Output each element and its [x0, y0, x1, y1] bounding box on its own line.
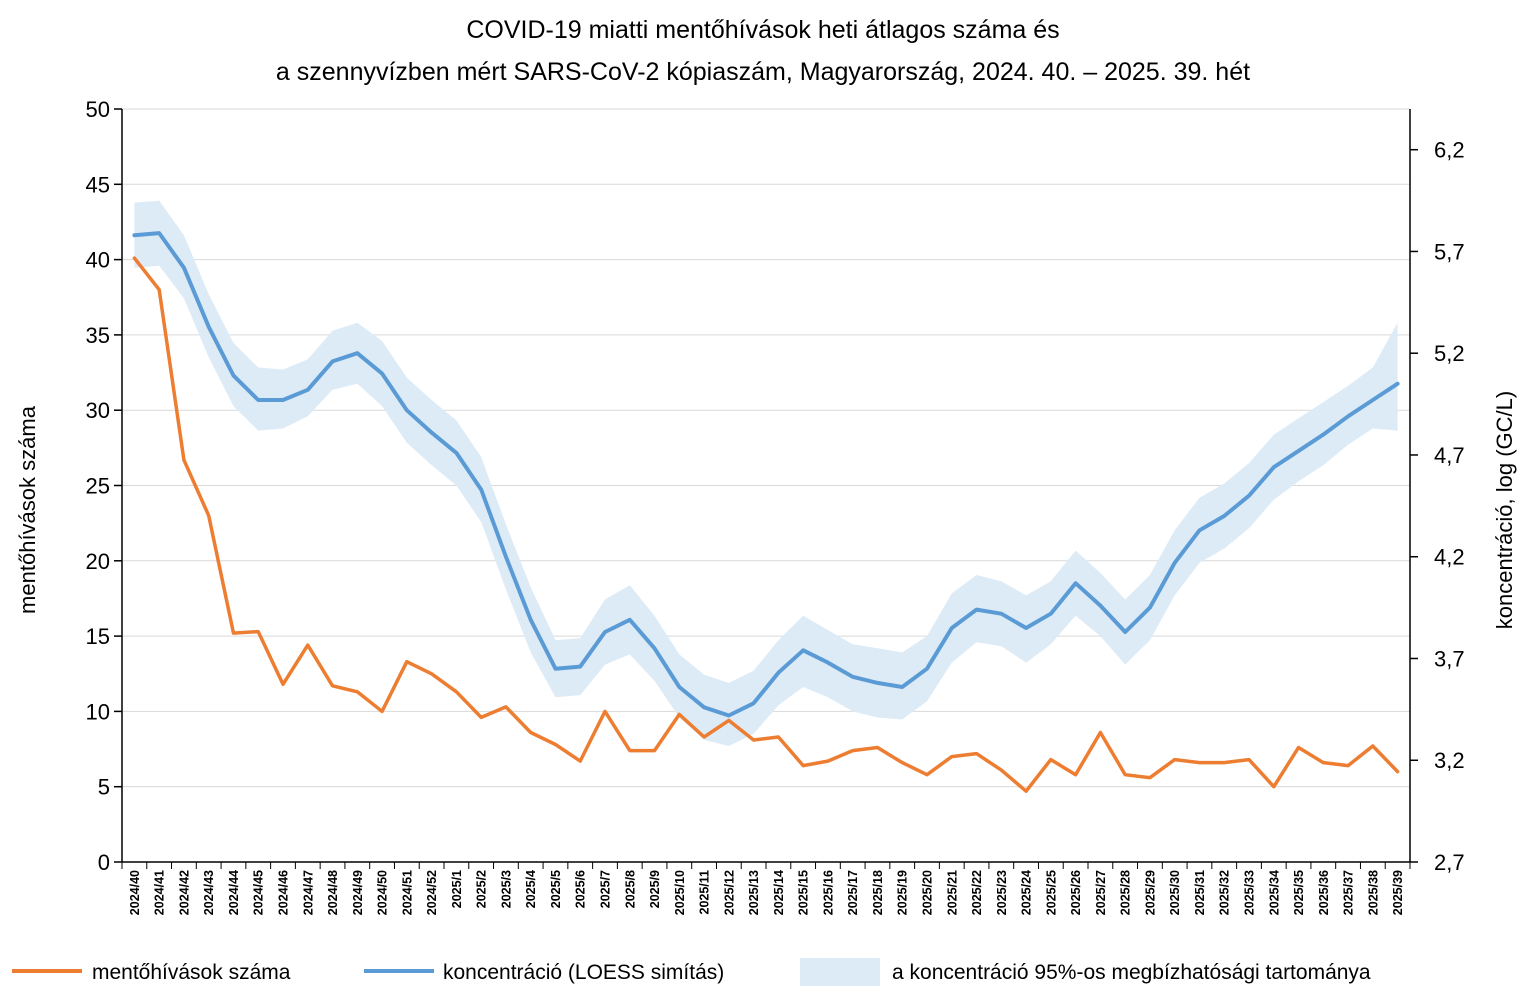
x-tick-label: 2025/5 — [549, 870, 563, 908]
confidence-band-area — [134, 200, 1398, 747]
x-axis-ticks: 2024/40 2024/41 2024/42 2024/43 2024/44 2024/… — [121, 862, 1411, 915]
y2-tick-label: 5,7 — [1434, 239, 1465, 264]
x-tick-label: 2025/14 — [772, 870, 786, 915]
x-tick-label: 2024/50 — [376, 870, 390, 915]
legend-label-band: a koncentráció 95%-os megbízhatósági tar… — [892, 961, 1371, 984]
x-tick-label: 2025/6 — [574, 870, 588, 908]
x-tick-label: 2025/32 — [1218, 870, 1232, 915]
y-axis-title: mentőhívások száma — [15, 405, 40, 614]
x-tick-label: 2025/1 — [450, 870, 464, 908]
series-line-concentration — [132, 231, 1400, 718]
chart-title-line-2: a szennyvízben mért SARS-CoV-2 kópiaszám… — [276, 58, 1250, 86]
x-tick-label: 2024/41 — [153, 870, 167, 915]
legend-label-calls: mentőhívások száma — [92, 961, 291, 984]
x-tick-label: 2025/34 — [1267, 870, 1281, 915]
x-tick-label: 2025/36 — [1317, 870, 1331, 915]
x-tick-label: 2025/33 — [1243, 870, 1257, 915]
x-tick-label: 2025/18 — [871, 870, 885, 915]
x-tick-label: 2025/30 — [1168, 870, 1182, 915]
left-axis-ticks: 0 5 10 15 20 25 30 35 40 45 50 — [86, 97, 122, 875]
y-tick-label: 30 — [86, 398, 110, 423]
x-tick-label: 2025/19 — [896, 870, 910, 915]
x-tick-label: 2025/38 — [1366, 870, 1380, 915]
legend-swatch-band — [800, 958, 880, 986]
right-axis-ticks: 2,7 3,2 3,7 4,2 4,7 5,2 5,7 6,2 — [1410, 138, 1465, 875]
x-tick-label: 2025/10 — [673, 870, 687, 915]
x-tick-label: 2025/8 — [623, 870, 637, 908]
series-lines — [132, 231, 1400, 793]
chart-title-line-1: COVID-19 miatti mentőhívások heti átlago… — [466, 16, 1059, 44]
y-tick-label: 45 — [86, 172, 110, 197]
legend-label-concentration: koncentráció (LOESS simítás) — [443, 961, 724, 984]
x-tick-label: 2025/24 — [1020, 870, 1034, 915]
x-tick-label: 2025/4 — [524, 870, 538, 908]
x-tick-label: 2025/29 — [1143, 870, 1157, 915]
x-tick-label: 2025/23 — [995, 870, 1009, 915]
x-tick-label: 2024/44 — [227, 870, 241, 915]
x-tick-label: 2025/35 — [1292, 870, 1306, 915]
x-tick-label: 2025/21 — [945, 870, 959, 915]
x-tick-label: 2024/47 — [301, 870, 315, 915]
x-tick-label: 2025/12 — [722, 870, 736, 915]
x-tick-label: 2024/42 — [177, 870, 191, 915]
x-tick-label: 2025/25 — [1044, 870, 1058, 915]
x-tick-label: 2025/3 — [499, 870, 513, 908]
y2-axis-title: koncentráció, log (GC/L) — [1492, 391, 1517, 629]
y-tick-label: 50 — [86, 97, 110, 122]
y-tick-label: 15 — [86, 624, 110, 649]
x-tick-label: 2025/39 — [1391, 870, 1405, 915]
x-tick-label: 2025/7 — [599, 870, 613, 908]
x-tick-label: 2025/20 — [921, 870, 935, 915]
y2-tick-label: 3,7 — [1434, 646, 1465, 671]
x-tick-label: 2024/45 — [252, 870, 266, 915]
x-tick-label: 2024/48 — [326, 870, 340, 915]
y-tick-label: 20 — [86, 549, 110, 574]
y2-tick-label: 5,2 — [1434, 341, 1465, 366]
x-tick-label: 2025/17 — [846, 870, 860, 915]
y-tick-label: 25 — [86, 474, 110, 499]
x-tick-label: 2025/9 — [648, 870, 662, 908]
x-tick-label: 2025/22 — [970, 870, 984, 915]
x-tick-label: 2024/51 — [400, 870, 414, 915]
x-tick-label: 2025/16 — [821, 870, 835, 915]
legend: mentőhívások száma koncentráció (LOESS s… — [12, 958, 1371, 986]
y-tick-label: 0 — [98, 850, 110, 875]
x-tick-label: 2025/27 — [1094, 870, 1108, 915]
x-tick-label: 2024/46 — [277, 870, 291, 915]
x-tick-label: 2024/40 — [128, 870, 142, 915]
confidence-band — [134, 200, 1398, 747]
y2-tick-label: 4,7 — [1434, 443, 1465, 468]
y2-tick-label: 4,2 — [1434, 545, 1465, 570]
y2-tick-label: 3,2 — [1434, 748, 1465, 773]
y-tick-label: 35 — [86, 323, 110, 348]
x-tick-label: 2025/26 — [1069, 870, 1083, 915]
x-tick-label: 2025/37 — [1342, 870, 1356, 915]
y2-tick-label: 6,2 — [1434, 138, 1465, 163]
x-tick-label: 2025/15 — [797, 870, 811, 915]
x-tick-label: 2024/52 — [425, 870, 439, 915]
x-tick-label: 2024/43 — [202, 870, 216, 915]
y-tick-label: 10 — [86, 699, 110, 724]
x-tick-label: 2024/49 — [351, 870, 365, 915]
chart-title: COVID-19 miatti mentőhívások heti átlago… — [276, 16, 1250, 86]
y2-tick-label: 2,7 — [1434, 850, 1465, 875]
x-tick-label: 2025/2 — [475, 870, 489, 908]
x-tick-label: 2025/28 — [1119, 870, 1133, 915]
x-tick-label: 2025/31 — [1193, 870, 1207, 915]
y-tick-label: 5 — [98, 775, 110, 800]
series-line-calls — [132, 256, 1400, 793]
x-tick-label: 2025/11 — [698, 870, 712, 915]
x-tick-label: 2025/13 — [747, 870, 761, 915]
y-tick-label: 40 — [86, 248, 110, 273]
